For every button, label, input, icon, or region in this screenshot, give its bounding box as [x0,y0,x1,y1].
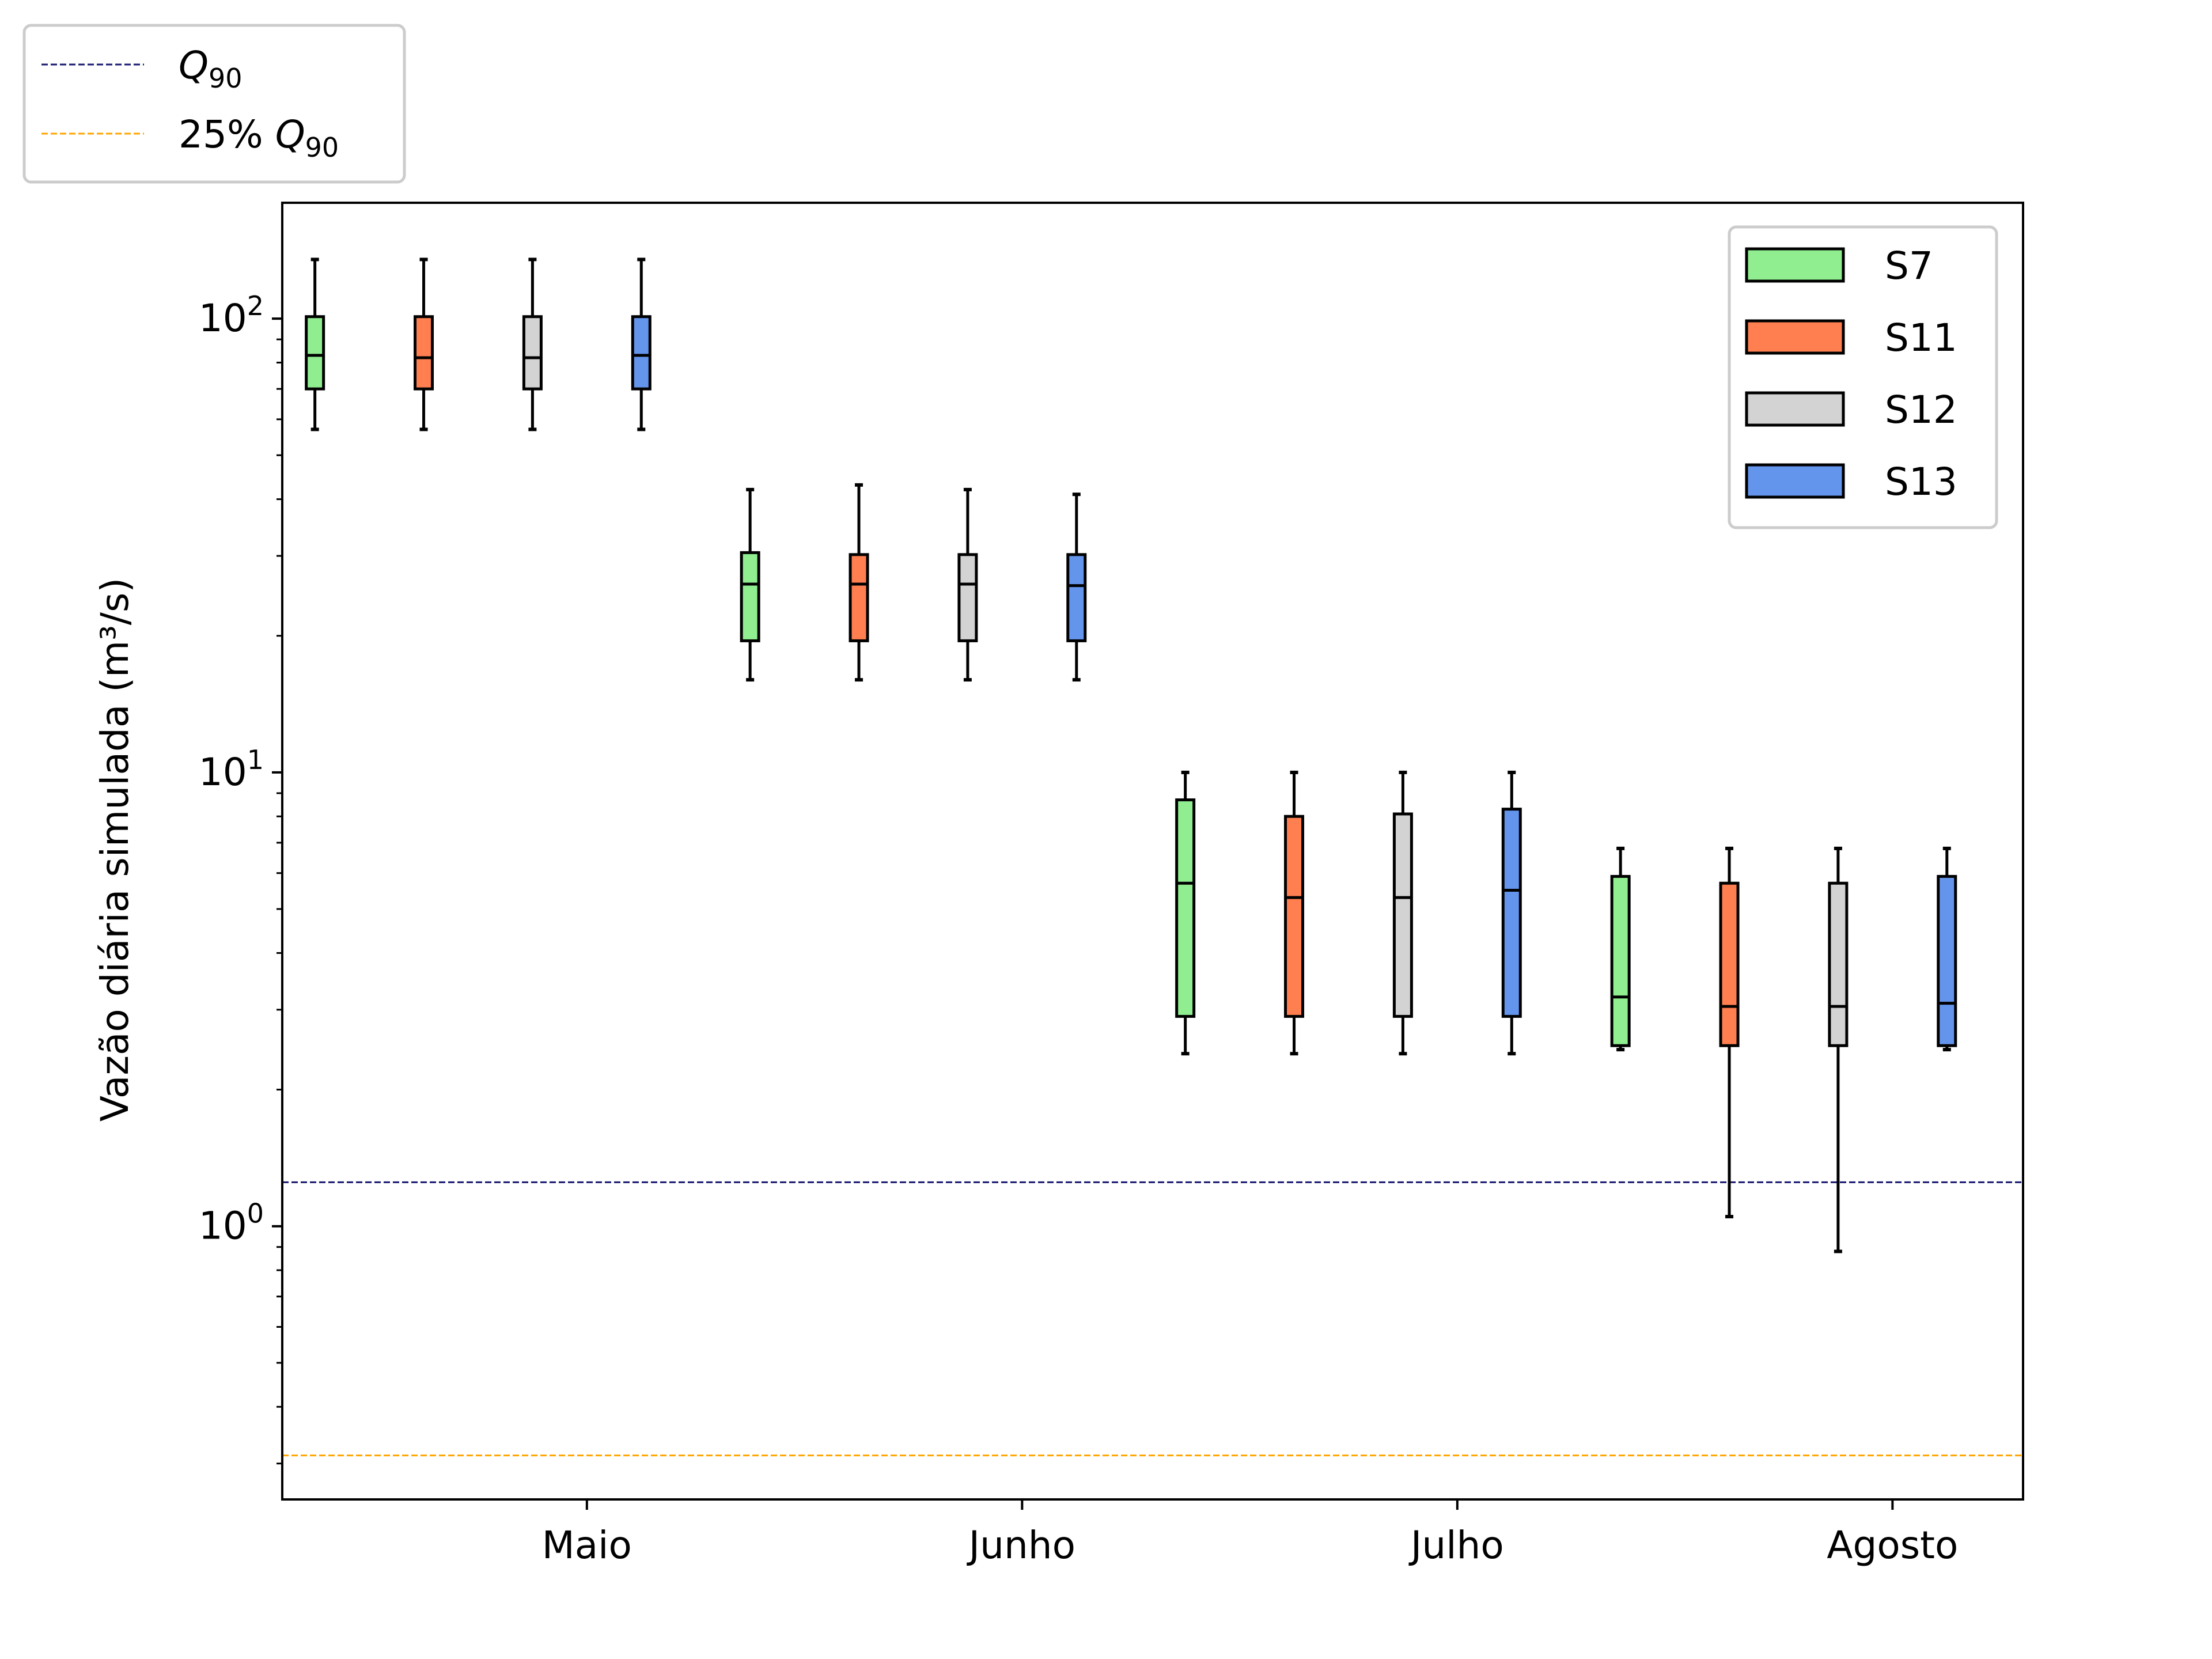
box-Agosto-S7 [1610,846,1631,1052]
box-body [1937,874,1957,1047]
x-tick-label: Julho [1408,1523,1504,1567]
legend-label-S11: S11 [1885,316,1957,360]
legend-swatch-S7 [1745,247,1845,283]
box-body [414,315,434,391]
box-Junho-S11 [849,483,869,682]
y-tick-label: 100 [199,1198,264,1248]
box-Junho-S12 [957,487,978,682]
box-Agosto-S11 [1719,846,1740,1219]
legend-label-S13: S13 [1885,460,1957,504]
box-body [1719,881,1740,1047]
plot-area-frame [281,202,2024,1501]
box-body [1610,874,1631,1047]
legend-series: S7 S11 S12 S13 [1728,225,1998,529]
y-tick-label: 101 [199,744,264,794]
box-Julho-S13 [1501,770,1522,1056]
box-body [522,315,543,391]
box-body [1066,553,1087,642]
legend-line-label: 25% Q90 [179,112,339,163]
box-body [631,315,652,391]
box-Julho-S11 [1284,770,1305,1056]
reference-lines [282,1181,2023,1457]
y-tick-label: 102 [199,290,264,340]
box-Maio-S12 [522,257,543,431]
boxplots [305,257,1957,1253]
box-Maio-S11 [414,257,434,431]
box-body [849,553,869,642]
legend-reference-lines: Q90 25% Q90 [22,24,406,184]
box-Julho-S12 [1392,770,1413,1056]
box-body [740,551,760,642]
box-body [1392,812,1413,1018]
box-Julho-S7 [1175,770,1196,1056]
legend-swatch-S12 [1745,391,1845,427]
box-body [1175,798,1196,1018]
legend-series-frame [1728,225,1998,529]
box-body [957,553,978,642]
x-axis: Maio Junho Julho Agosto [542,1499,1958,1567]
box-body [1828,881,1849,1047]
x-tick-label: Agosto [1827,1523,1958,1567]
legend-line-label: Q90 [179,43,243,94]
box-body [1284,815,1305,1018]
box-body [305,315,325,391]
legend-label-S12: S12 [1885,388,1957,432]
box-Agosto-S13 [1937,846,1957,1052]
legend-swatch-S11 [1745,319,1845,355]
legend-swatch-S13 [1745,463,1845,499]
x-tick-label: Maio [542,1523,632,1567]
y-axis: 102 101 100 [199,290,282,1465]
x-tick-label: Junho [967,1523,1075,1567]
box-Maio-S7 [305,257,325,431]
box-Junho-S7 [740,487,760,682]
box-Maio-S13 [631,257,652,431]
box-Junho-S13 [1066,493,1087,682]
box-Agosto-S12 [1828,846,1849,1253]
y-axis-label: Vazão diária simulada (m³/s) [93,578,137,1122]
legend-lines-frame [22,24,406,184]
legend-label-S7: S7 [1885,244,1933,288]
box-body [1501,808,1522,1018]
